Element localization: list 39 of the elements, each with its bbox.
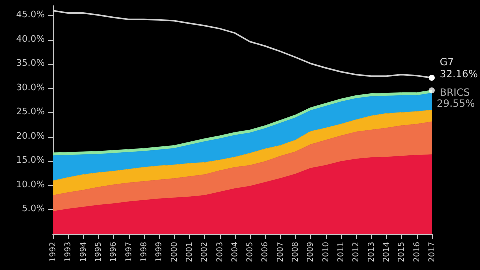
y-tick-label: 25.0% [16,108,46,118]
x-tick-label: 2003 [215,242,224,262]
y-tick-label: 15.0% [16,156,46,166]
x-tick-label: 2004 [230,242,240,262]
x-tick-label: 2006 [260,242,270,262]
annotation: BRICS [440,88,470,100]
series-label: G7 [440,57,454,68]
x-tick-label: 2012 [352,242,361,262]
x-tick-label: 2002 [200,242,210,262]
x-tick-label: 1993 [64,242,73,262]
x-tick-label: 1995 [94,242,103,262]
x-tick-label: 2010 [321,242,330,262]
x-tick-label: 1998 [139,242,148,262]
x-tick-label: 2014 [382,242,392,262]
x-tick-label: 2013 [366,242,376,262]
annotation: 29.55% [437,99,476,110]
y-tick-label: 5.0% [22,204,46,215]
x-tick-label: 2011 [336,242,346,262]
x-tick-label: 2009 [306,242,316,262]
y-tick-label: 45.0% [16,10,46,21]
x-tick-label: 1999 [154,242,164,262]
x-tick-label: 1994 [78,242,88,262]
x-tick-label: 2015 [397,242,406,262]
x-tick-label: 1997 [124,242,134,262]
y-tick-label: 35.0% [16,59,46,70]
x-tick-label: 2008 [291,242,300,262]
x-tick-label: 2005 [246,242,255,262]
x-tick-label: 2007 [276,242,285,262]
x-tick-label: 1996 [109,242,118,262]
data-label: 32.16% [440,69,478,80]
x-tick-label: 1992 [48,242,58,262]
x-tick-label: 2001 [184,242,194,262]
x-tick-label: 2016 [412,242,422,262]
x-tick-label: 2017 [428,242,436,262]
y-tick-label: 40.0% [16,34,46,45]
y-tick-label: 20.0% [16,132,46,142]
y-tick-label: 10.0% [16,180,46,190]
x-tick-label: 2000 [170,242,179,262]
y-tick-label: 30.0% [16,83,46,94]
